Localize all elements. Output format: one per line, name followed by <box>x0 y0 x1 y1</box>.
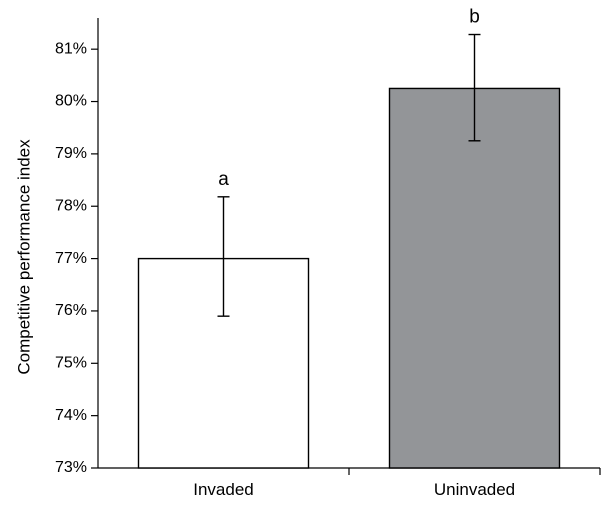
y-tick-label: 81% <box>55 40 87 57</box>
y-tick-label: 80% <box>55 93 87 110</box>
plot-area: 73% 74% 75% 76% 77% 78% 79% 80% 81% a Invaded b Unin… <box>55 7 601 499</box>
y-tick-label: 75% <box>55 355 87 372</box>
y-tick-label: 77% <box>55 250 87 267</box>
x-category-label: Invaded <box>193 480 254 499</box>
y-tick-label: 78% <box>55 197 87 214</box>
significance-label: a <box>218 169 229 190</box>
x-category-label: Uninvaded <box>434 480 515 499</box>
y-axis-title: Competitive performance index <box>14 139 33 375</box>
y-tick-label: 74% <box>55 407 87 424</box>
y-tick-label: 73% <box>55 459 87 476</box>
significance-label: b <box>469 7 480 28</box>
y-tick-label: 79% <box>55 145 87 162</box>
bar-uninvaded <box>388 87 561 469</box>
y-tick-label: 76% <box>55 302 87 319</box>
